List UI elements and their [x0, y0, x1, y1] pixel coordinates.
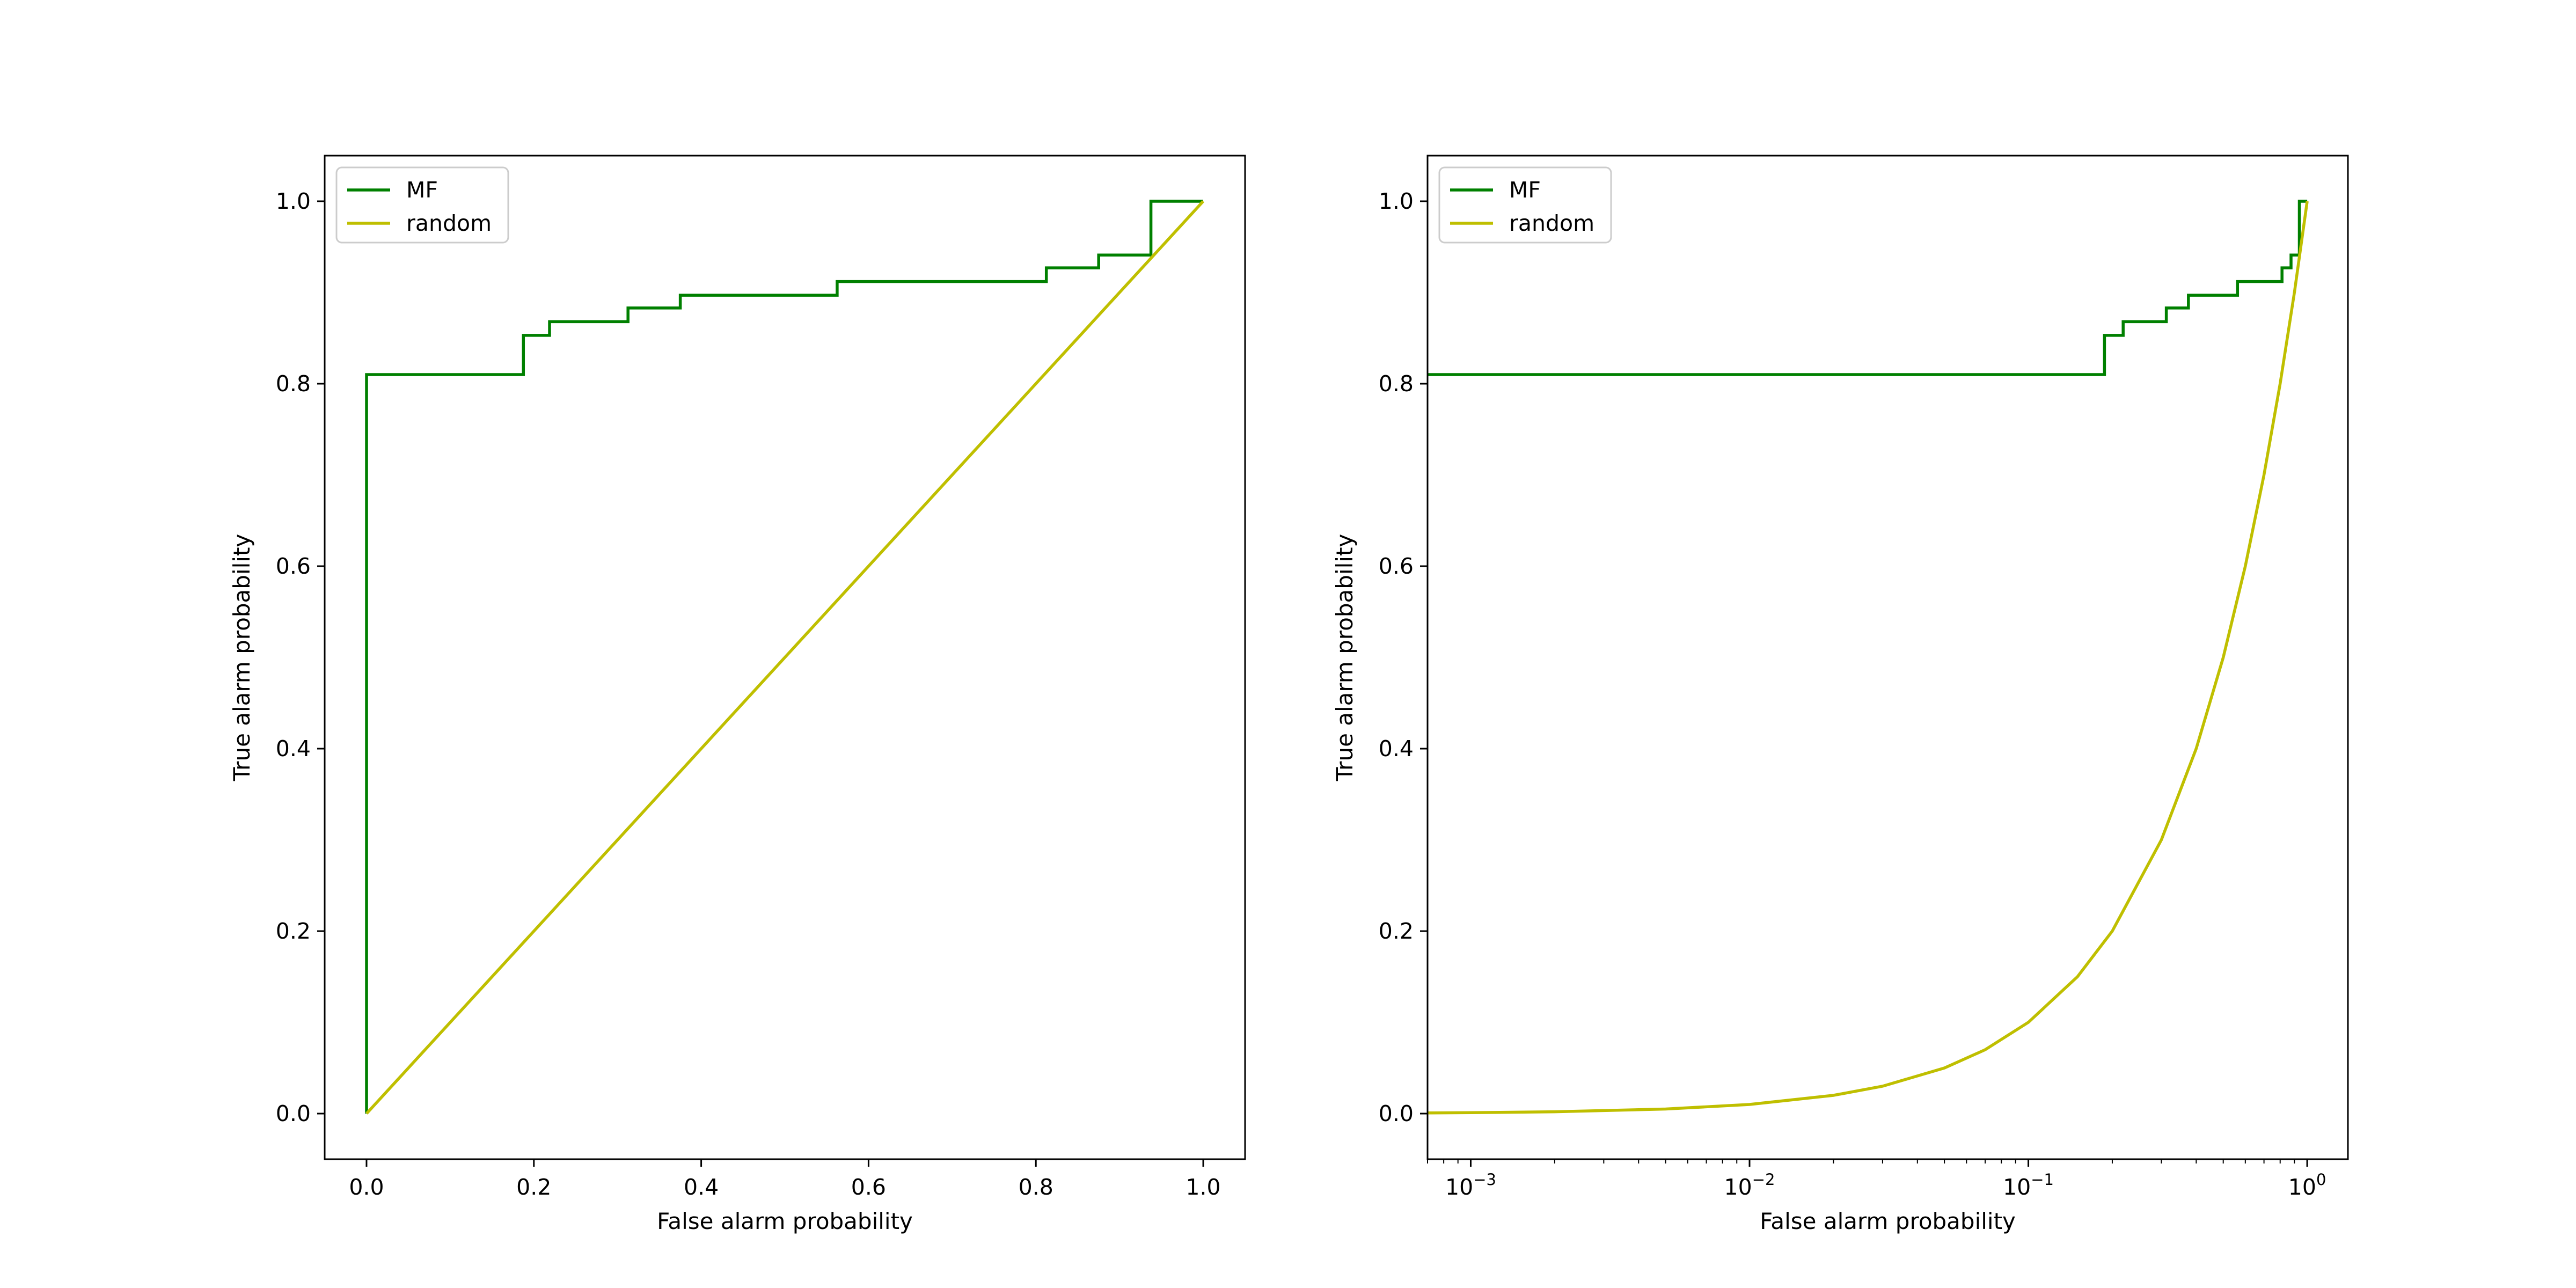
x-tick-exponent: 0 [2316, 1170, 2326, 1189]
x-tick-label: 0.0 [349, 1174, 384, 1200]
x-tick-exponent: −1 [2031, 1170, 2054, 1189]
y-tick-label: 1.0 [1379, 188, 1414, 214]
y-tick-label: 0.4 [1379, 736, 1414, 762]
x-tick-label: 10−3 [1445, 1170, 1496, 1200]
y-tick-label: 0.6 [276, 553, 311, 579]
legend-label-random: random [1509, 210, 1594, 236]
series-line-MF [1428, 200, 2308, 376]
x-tick-exponent: −2 [1752, 1170, 1775, 1189]
x-axis-label: False alarm probability [657, 1208, 913, 1234]
x-tick-base: 10 [1724, 1174, 1752, 1200]
y-tick-label: 0.6 [1379, 553, 1414, 579]
x-tick-label: 0.8 [1019, 1174, 1053, 1200]
y-axis-label: True alarm probability [229, 534, 255, 782]
y-tick-label: 1.0 [276, 188, 311, 214]
x-tick-base: 10 [2288, 1174, 2316, 1200]
x-tick-label: 10−2 [1724, 1170, 1775, 1200]
y-tick-label: 0.2 [1379, 918, 1414, 944]
x-tick-exponent: −3 [1473, 1170, 1496, 1189]
x-tick-label: 0.2 [516, 1174, 551, 1200]
x-tick-label: 0.6 [851, 1174, 886, 1200]
x-tick-label: 0.4 [684, 1174, 719, 1200]
x-tick-base: 10 [1445, 1174, 1473, 1200]
left-roc-panel: 0.0 0.2 0.4 0.6 0.8 1.0 0.0 0.2 0.4 0.6 0.8 1.0 Fals… [229, 155, 1246, 1234]
legend-label-random: random [406, 210, 492, 236]
y-tick-label: 0.4 [276, 736, 311, 762]
axes-frame [324, 155, 1246, 1160]
x-tick-label: 1.0 [1185, 1174, 1220, 1200]
series-line-MF [365, 200, 1203, 1114]
x-tick-base: 10 [2003, 1174, 2031, 1200]
axes-frame [1426, 155, 2349, 1160]
y-tick-label: 0.2 [276, 918, 311, 944]
y-tick-label: 0.0 [276, 1101, 311, 1126]
y-tick-label: 0.8 [1379, 371, 1414, 397]
series-line-random [365, 200, 1205, 1115]
y-tick-label: 0.8 [276, 371, 311, 397]
series-line-random [1428, 201, 2309, 1115]
x-tick-label: 100 [2288, 1170, 2326, 1200]
legend-label-MF: MF [1509, 177, 1541, 203]
x-axis-label: False alarm probability [1760, 1208, 2016, 1234]
y-tick-label: 0.0 [1379, 1101, 1414, 1126]
x-tick-label: 10−1 [2003, 1170, 2054, 1200]
legend-label-MF: MF [406, 177, 438, 203]
y-axis-label: True alarm probability [1331, 534, 1358, 782]
